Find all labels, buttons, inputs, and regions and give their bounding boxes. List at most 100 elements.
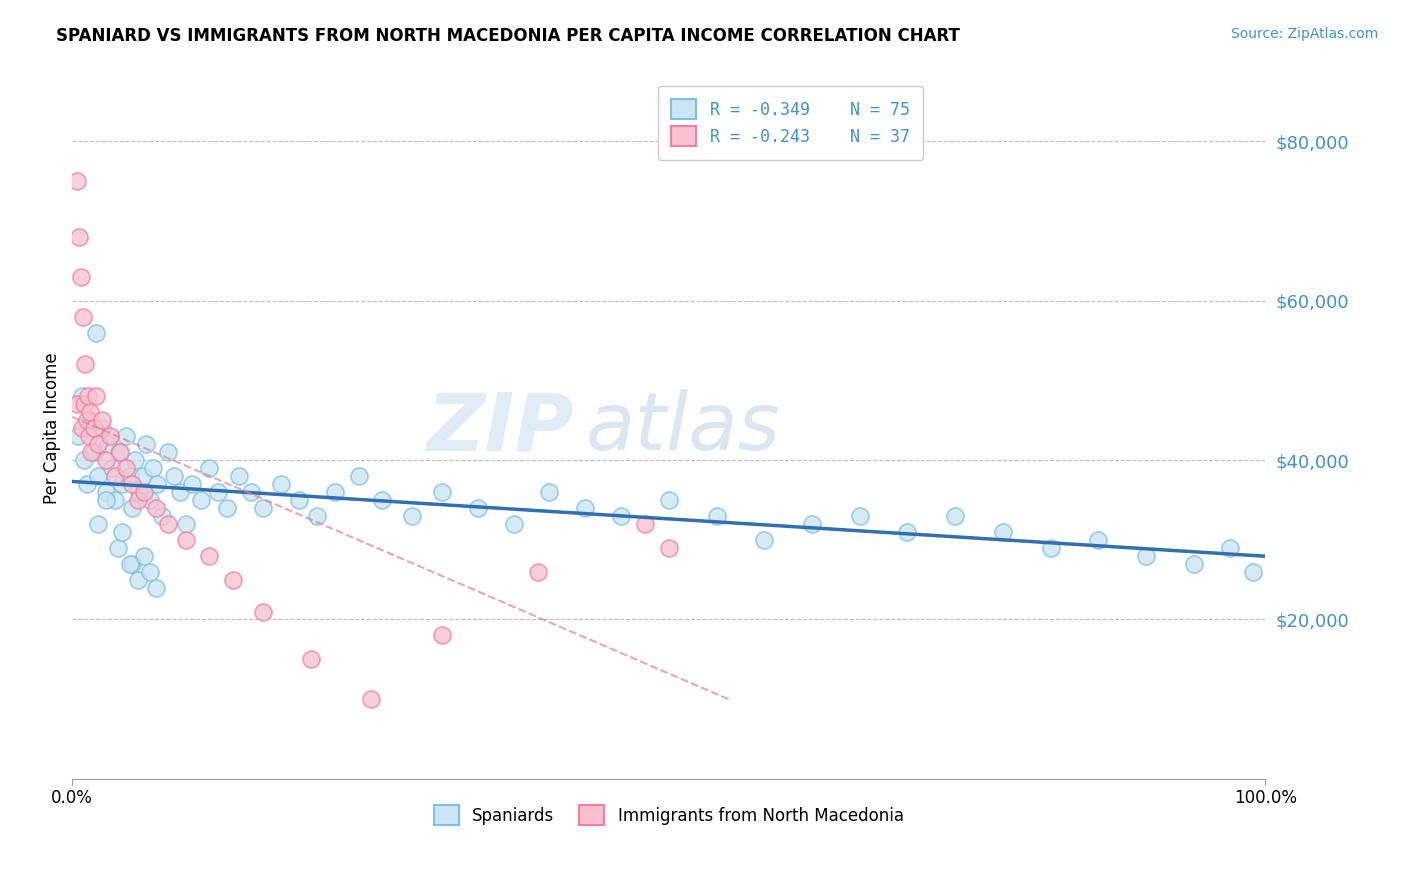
- Point: [163, 469, 186, 483]
- Point: [66, 174, 89, 188]
- Point: [430, 485, 453, 500]
- Point: [73, 397, 96, 411]
- Point: [305, 508, 328, 523]
- Point: [121, 500, 143, 515]
- Point: [198, 549, 221, 563]
- Text: ZIP: ZIP: [426, 389, 574, 467]
- Point: [174, 533, 197, 547]
- Point: [270, 477, 292, 491]
- Point: [115, 461, 138, 475]
- Point: [347, 469, 370, 483]
- Point: [83, 445, 105, 459]
- Point: [401, 508, 423, 523]
- Text: atlas: atlas: [585, 389, 780, 467]
- Point: [288, 492, 311, 507]
- Point: [79, 405, 101, 419]
- Point: [754, 533, 776, 547]
- Point: [131, 469, 153, 483]
- Point: [104, 469, 127, 483]
- Point: [538, 485, 561, 500]
- Point: [156, 445, 179, 459]
- Point: [83, 421, 105, 435]
- Text: SPANIARD VS IMMIGRANTS FROM NORTH MACEDONIA PER CAPITA INCOME CORRELATION CHART: SPANIARD VS IMMIGRANTS FROM NORTH MACEDO…: [56, 27, 960, 45]
- Point: [94, 485, 117, 500]
- Point: [80, 445, 103, 459]
- Point: [111, 477, 134, 491]
- Point: [1039, 541, 1062, 555]
- Point: [634, 516, 657, 531]
- Point: [198, 461, 221, 475]
- Point: [87, 516, 110, 531]
- Point: [139, 492, 162, 507]
- Point: [502, 516, 524, 531]
- Point: [240, 485, 263, 500]
- Point: [69, 269, 91, 284]
- Point: [430, 628, 453, 642]
- Point: [706, 508, 728, 523]
- Point: [180, 477, 202, 491]
- Point: [156, 516, 179, 531]
- Point: [127, 573, 149, 587]
- Point: [658, 492, 681, 507]
- Point: [100, 429, 122, 443]
- Point: [132, 549, 155, 563]
- Point: [1087, 533, 1109, 547]
- Point: [252, 500, 274, 515]
- Point: [107, 541, 129, 555]
- Point: [121, 477, 143, 491]
- Point: [77, 429, 100, 443]
- Point: [107, 445, 129, 459]
- Point: [1219, 541, 1241, 555]
- Point: [111, 524, 134, 539]
- Point: [97, 437, 120, 451]
- Point: [190, 492, 212, 507]
- Point: [72, 310, 94, 324]
- Point: [228, 469, 250, 483]
- Point: [145, 500, 167, 515]
- Point: [87, 469, 110, 483]
- Point: [91, 421, 114, 435]
- Point: [100, 461, 122, 475]
- Point: [94, 492, 117, 507]
- Point: [124, 453, 146, 467]
- Point: [145, 581, 167, 595]
- Point: [75, 358, 97, 372]
- Point: [121, 557, 143, 571]
- Point: [84, 389, 107, 403]
- Point: [1241, 565, 1264, 579]
- Point: [252, 605, 274, 619]
- Point: [73, 453, 96, 467]
- Point: [118, 469, 141, 483]
- Point: [76, 477, 98, 491]
- Point: [1135, 549, 1157, 563]
- Point: [800, 516, 823, 531]
- Point: [150, 508, 173, 523]
- Point: [658, 541, 681, 555]
- Point: [222, 573, 245, 587]
- Point: [174, 516, 197, 531]
- Point: [217, 500, 239, 515]
- Point: [70, 421, 93, 435]
- Point: [76, 389, 98, 403]
- Point: [108, 445, 131, 459]
- Point: [67, 230, 90, 244]
- Point: [146, 477, 169, 491]
- Point: [371, 492, 394, 507]
- Point: [76, 413, 98, 427]
- Point: [67, 429, 90, 443]
- Point: [128, 485, 150, 500]
- Point: [169, 485, 191, 500]
- Point: [127, 492, 149, 507]
- Point: [943, 508, 966, 523]
- Point: [574, 500, 596, 515]
- Legend: Spaniards, Immigrants from North Macedonia: Spaniards, Immigrants from North Macedon…: [426, 797, 912, 834]
- Point: [132, 485, 155, 500]
- Point: [142, 461, 165, 475]
- Point: [135, 437, 157, 451]
- Point: [848, 508, 870, 523]
- Point: [299, 652, 322, 666]
- Point: [323, 485, 346, 500]
- Point: [66, 397, 89, 411]
- Point: [991, 524, 1014, 539]
- Y-axis label: Per Capita Income: Per Capita Income: [44, 352, 60, 504]
